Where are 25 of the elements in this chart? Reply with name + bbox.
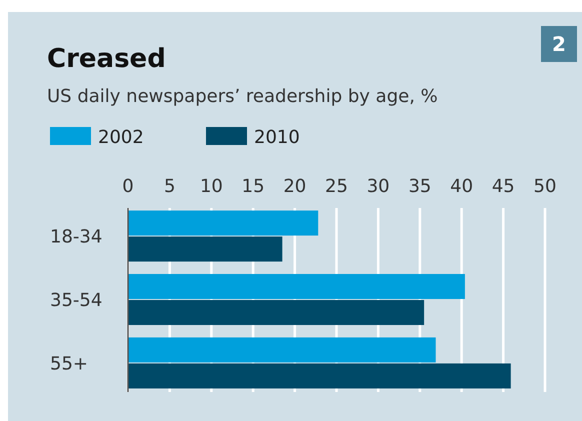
x-tick-label: 50 [534,176,556,197]
x-tick-label: 35 [408,176,432,197]
x-tick-label: 0 [122,176,134,197]
bar [128,236,282,262]
x-tick-label: 45 [492,176,515,197]
chart-subtitle: US daily newspapers’ readership by age, % [47,86,438,107]
x-tick-label: 15 [242,176,265,197]
bar [128,274,465,299]
y-tick-label: 18-34 [50,226,102,248]
y-tick-label: 35-54 [50,290,102,311]
x-tick-label: 30 [366,176,390,197]
bar [128,210,318,236]
chart-title: Creased [47,44,166,74]
legend-label: 2010 [254,127,300,148]
bar [128,337,436,362]
x-tick-label: 40 [450,176,474,197]
x-tick-label: 5 [164,176,176,197]
y-tick-label: 55+ [50,353,88,374]
x-tick-label: 20 [283,176,306,197]
bar [128,300,424,326]
x-tick-label: 25 [325,176,348,197]
text: 2 [552,32,566,56]
x-tick-label: 10 [200,176,223,197]
legend-label: 2002 [98,127,144,148]
bar [128,363,511,388]
